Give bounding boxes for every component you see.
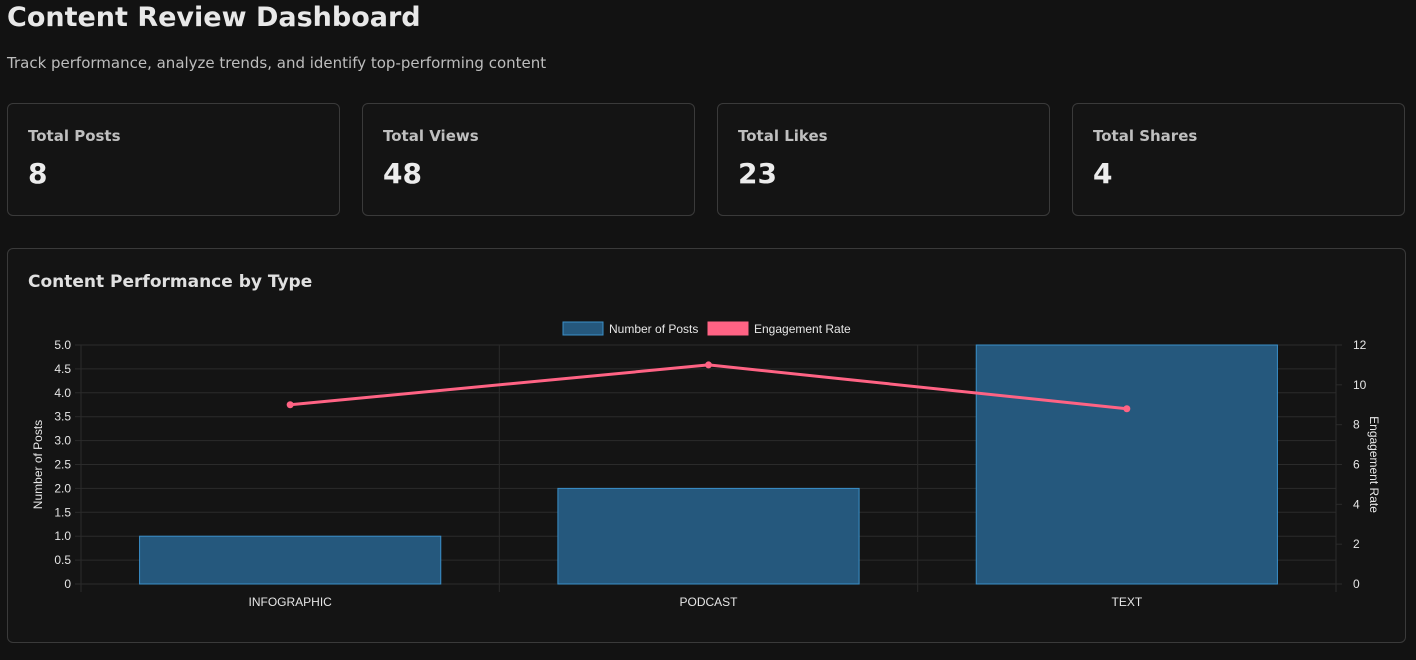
stat-value: 48 — [383, 157, 422, 190]
legend-engagement-rate-swatch — [707, 321, 749, 336]
stat-value: 23 — [738, 157, 777, 190]
stat-label: Total Posts — [28, 127, 121, 145]
y-left-tick-label: 5.0 — [54, 338, 71, 352]
x-tick-label: PODCAST — [679, 595, 738, 609]
stat-card-total-posts: Total Posts 8 — [7, 103, 340, 216]
y-left-tick-label: 1.0 — [54, 529, 71, 543]
y-right-axis-title: Engagement Rate — [1367, 416, 1381, 513]
y-left-tick-label: 4.5 — [54, 362, 71, 376]
y-right-tick-label: 6 — [1353, 458, 1360, 472]
page-subtitle: Track performance, analyze trends, and i… — [7, 54, 547, 72]
y-right-tick-label: 2 — [1353, 537, 1360, 551]
legend-engagement-rate-label: Engagement Rate — [754, 322, 851, 336]
bar-text — [975, 344, 1278, 585]
y-left-tick-label: 3.0 — [54, 434, 71, 448]
bar-infographic — [139, 535, 442, 585]
y-right-tick-label: 10 — [1353, 378, 1367, 392]
y-right-tick-label: 0 — [1353, 577, 1360, 591]
chart-card: Content Performance by Type 0 0.5 1.0 1.5 2.… — [7, 248, 1406, 643]
legend-number-of-posts-swatch — [562, 321, 604, 336]
stat-card-total-likes: Total Likes 23 — [717, 103, 1050, 216]
y-left-tick-label: 1.5 — [54, 505, 71, 519]
bar-podcast — [557, 487, 860, 585]
stat-value: 4 — [1093, 157, 1113, 190]
y-right-tick-label: 12 — [1353, 338, 1367, 352]
stat-card-total-views: Total Views 48 — [362, 103, 695, 216]
stat-label: Total Shares — [1093, 127, 1198, 145]
y-left-tick-label: 3.5 — [54, 410, 71, 424]
y-left-axis-title: Number of Posts — [31, 420, 45, 509]
stat-card-total-shares: Total Shares 4 — [1072, 103, 1405, 216]
y-left-tick-label: 2.0 — [54, 481, 71, 495]
y-right-tick-label: 4 — [1353, 497, 1360, 511]
stat-label: Total Likes — [738, 127, 828, 145]
y-left-tick-label: 0 — [64, 577, 71, 591]
stat-label: Total Views — [383, 127, 479, 145]
performance-chart: 0 0.5 1.0 1.5 2.0 2.5 3.0 3.5 4.0 4.5 5.0 0 2 4 6 8 10 12… — [31, 321, 1381, 609]
y-left-tick-label: 2.5 — [54, 458, 71, 472]
engagement-point-text — [1123, 405, 1131, 413]
stat-value: 8 — [28, 157, 48, 190]
x-tick-label: TEXT — [1111, 595, 1142, 609]
page-title: Content Review Dashboard — [7, 2, 421, 33]
y-right-tick-label: 8 — [1353, 418, 1360, 432]
x-tick-label: INFOGRAPHIC — [248, 595, 332, 609]
engagement-point-podcast — [705, 361, 712, 369]
y-left-tick-label: 0.5 — [54, 553, 71, 567]
y-left-tick-label: 4.0 — [54, 386, 71, 400]
engagement-point-infographic — [286, 401, 294, 409]
legend-number-of-posts-label: Number of Posts — [609, 322, 698, 336]
chart-title: Content Performance by Type — [28, 272, 313, 292]
